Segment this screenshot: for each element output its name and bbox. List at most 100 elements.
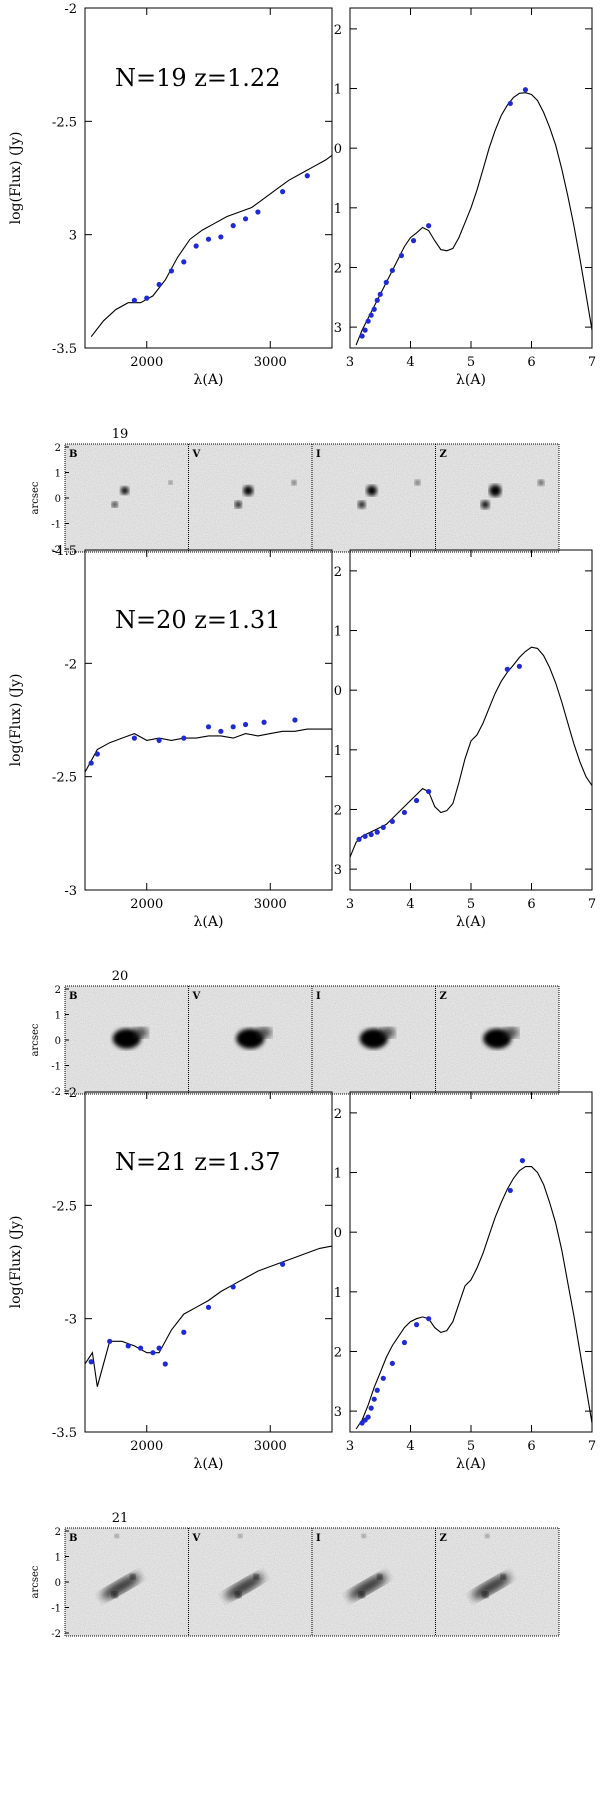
stamp-panel: V — [188, 986, 272, 1094]
galaxy-core — [236, 1028, 265, 1049]
stamp-y-tick-label: 1 — [55, 1011, 61, 1022]
y-axis-label: log(Flux) (Jy) — [8, 674, 24, 767]
y-tick-label: 3 — [334, 863, 342, 878]
model-spectrum-line — [85, 1245, 332, 1387]
y-tick-label: 2 — [334, 565, 342, 580]
photometry-point — [374, 1387, 380, 1393]
x-tick-label: 7 — [588, 1439, 596, 1454]
photometry-point — [131, 297, 137, 303]
model-spectrum-line — [90, 154, 332, 338]
plot-frame — [84, 1091, 333, 1433]
photometry-point — [426, 223, 432, 229]
y-tick-label: -2 — [64, 2, 77, 17]
photometry-point — [389, 1360, 395, 1367]
x-tick-label: 3 — [346, 1439, 354, 1454]
y-tick-label: -3 — [64, 1313, 77, 1328]
sed-ir-19: 3 4 5 6 7 2 1 0 1 2 3 λ(A) — [334, 7, 596, 388]
stamp-panel: Z — [435, 444, 544, 552]
photometry-point — [401, 809, 408, 816]
x-tick-label: 3000 — [254, 897, 287, 912]
y-tick-label: 3 — [334, 1405, 342, 1420]
stamp-y-tick-label: 0 — [55, 1578, 61, 1589]
object-id-label: 20 — [112, 969, 129, 984]
stamp-axis-label: arcsec — [30, 1565, 41, 1598]
galaxy-plume — [133, 1027, 148, 1038]
photometry-point — [88, 1359, 94, 1365]
x-axis-label: λ(A) — [194, 372, 224, 388]
photometry-point — [150, 1350, 156, 1356]
y-tick-label: -2 — [64, 1086, 77, 1101]
galaxy-core — [120, 486, 129, 495]
photometry-point — [304, 173, 310, 179]
model-spectrum-line — [355, 1166, 592, 1430]
stamp-panel: V — [188, 444, 297, 552]
y-tick-label: 3 — [334, 321, 342, 336]
x-tick-label: 6 — [527, 1439, 535, 1454]
x-tick-label: 6 — [527, 355, 535, 370]
plot-frame — [349, 549, 593, 891]
photometry-point — [374, 829, 380, 835]
x-tick-label: 2000 — [130, 897, 163, 912]
photometry-point — [389, 818, 395, 825]
photometry-point — [389, 267, 395, 274]
galaxy-knot — [130, 1574, 136, 1580]
photometry-point — [365, 318, 371, 324]
field-source — [114, 1534, 119, 1538]
galaxy-companion — [481, 500, 490, 509]
stamp-panel: B — [69, 1533, 141, 1599]
stamp-y-tick-label: -1 — [51, 1062, 61, 1073]
y-tick-label: -3.5 — [52, 1426, 77, 1441]
photometry-point — [280, 189, 286, 195]
band-label: Z — [440, 991, 447, 1002]
x-tick-label: 4 — [406, 897, 414, 912]
photometry-point — [359, 333, 365, 339]
band-label: I — [316, 991, 321, 1002]
galaxy-knot — [500, 1574, 506, 1580]
y-tick-label: 0 — [334, 1226, 342, 1241]
stamp-panel: B — [69, 991, 148, 1049]
photometry-point — [426, 788, 432, 795]
stamps-19: B V I Z 2 1 0 -1 -2 arcsec 19 — [30, 427, 560, 556]
y-tick-label: 1 — [334, 202, 342, 217]
photometry-point — [371, 306, 377, 312]
stamp-y-tick-label: 2 — [55, 985, 61, 996]
photometry-point — [398, 252, 405, 259]
model-spectrum-line — [355, 92, 592, 346]
model-spectrum-line — [350, 646, 592, 858]
x-tick-label: 3 — [346, 897, 354, 912]
galaxy-companion — [111, 501, 118, 508]
photometry-point — [131, 735, 137, 741]
photometry-point — [107, 1338, 113, 1344]
photometry-point — [356, 836, 362, 842]
photometry-point — [242, 216, 249, 222]
stamp-panel: V — [188, 1528, 264, 1636]
y-tick-label: -2.5 — [52, 771, 77, 786]
x-tick-label: 7 — [588, 897, 596, 912]
photometry-point — [368, 1405, 374, 1411]
galaxy-knot — [377, 1574, 383, 1580]
galaxy-knot — [482, 1591, 489, 1598]
galaxy-core — [366, 485, 377, 496]
field-source — [414, 479, 421, 486]
photometry-point — [205, 236, 212, 242]
photometry-point — [230, 1284, 236, 1290]
x-tick-label: 2000 — [130, 1439, 163, 1454]
band-label: V — [192, 991, 201, 1002]
photometry-point — [125, 1343, 131, 1349]
photometry-point — [88, 760, 94, 766]
stamp-y-tick-label: 1 — [55, 469, 61, 480]
field-source — [168, 480, 173, 485]
y-tick-label: 2 — [334, 23, 342, 38]
photometry-point — [516, 663, 523, 669]
galaxy-core — [471, 1574, 511, 1599]
galaxy-core — [101, 1574, 141, 1599]
x-tick-label: 3000 — [254, 1439, 287, 1454]
y-axis-label: log(Flux) (Jy) — [8, 132, 24, 225]
stamps-20: B V I Z 2 1 0 -1 -2 arcsec 20 — [30, 969, 560, 1098]
y-tick-label: 2 — [334, 803, 342, 818]
photometry-point — [507, 1187, 513, 1194]
y-tick-label: 0 — [334, 684, 342, 699]
photometry-point — [401, 1339, 408, 1346]
stamp-y-tick-label: -1 — [51, 1604, 61, 1615]
band-label: B — [69, 1533, 77, 1544]
